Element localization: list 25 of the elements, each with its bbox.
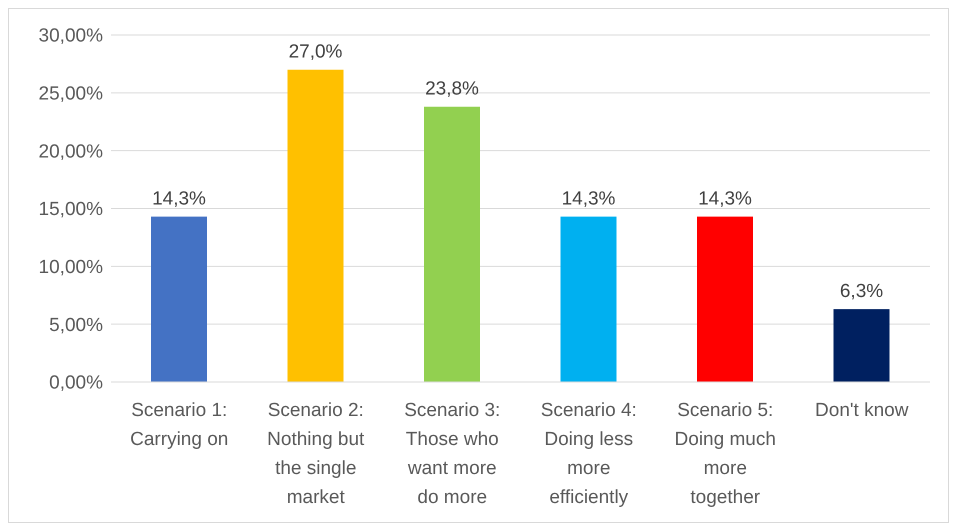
y-tick-label: 15,00%: [38, 199, 104, 220]
x-tick-label: Don't know: [815, 400, 909, 421]
x-tick-label: Scenario 1: Carrying on: [130, 400, 228, 450]
x-tick-label: Scenario 4: Doing less more efficiently: [540, 400, 637, 508]
bar: [560, 216, 616, 382]
y-tick-label: 20,00%: [38, 141, 104, 162]
y-tick-label: 25,00%: [38, 84, 104, 105]
y-tick-label: 30,00%: [38, 26, 104, 47]
y-tick-label: 10,00%: [38, 257, 104, 278]
y-tick-label: 0,00%: [49, 372, 104, 394]
data-label: 14,3%: [562, 188, 616, 210]
data-label: 27,0%: [288, 42, 343, 63]
data-label: 14,3%: [698, 188, 752, 210]
x-tick-label: Scenario 2: Nothing but the single market: [267, 400, 366, 508]
y-tick-label: 5,00%: [49, 314, 104, 336]
x-tick-label: Scenario 5: Doing much more together: [674, 400, 776, 508]
bar: [424, 106, 480, 382]
bar: [151, 216, 207, 382]
bar: [697, 216, 753, 382]
data-label: 6,3%: [840, 281, 884, 302]
bar: [834, 309, 890, 382]
x-tick-label: Scenario 3: Those who want more do more: [404, 400, 500, 508]
bar: [288, 70, 344, 382]
data-label: 23,8%: [425, 78, 480, 100]
data-label: 14,3%: [152, 188, 206, 210]
